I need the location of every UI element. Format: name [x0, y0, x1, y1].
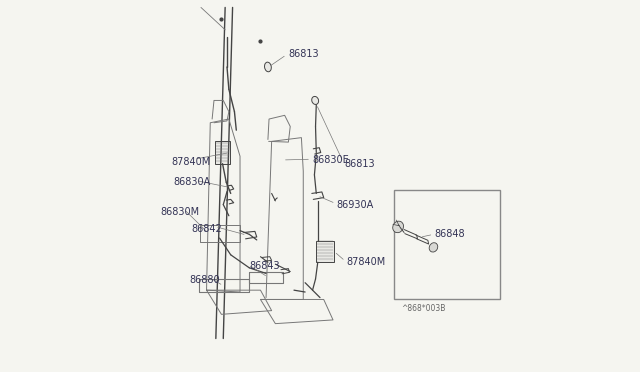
Text: 87840M: 87840M: [172, 157, 211, 167]
Ellipse shape: [393, 221, 404, 233]
Text: 86830A: 86830A: [173, 177, 211, 187]
Text: 86880: 86880: [189, 275, 220, 285]
Text: 86830E: 86830E: [312, 155, 349, 165]
Text: 86848: 86848: [435, 230, 465, 239]
Ellipse shape: [312, 96, 319, 105]
Text: 86843: 86843: [250, 261, 280, 271]
Text: 86930A: 86930A: [337, 200, 374, 209]
Ellipse shape: [429, 243, 438, 252]
Text: 86830M: 86830M: [160, 207, 199, 217]
Bar: [394, 190, 500, 299]
FancyBboxPatch shape: [316, 241, 334, 262]
Text: 86813: 86813: [344, 159, 375, 169]
Text: 86813: 86813: [289, 49, 319, 59]
Ellipse shape: [264, 62, 271, 72]
Text: ^868*003B: ^868*003B: [401, 304, 445, 313]
Text: 86842: 86842: [191, 224, 223, 234]
FancyBboxPatch shape: [215, 141, 230, 164]
Text: 87840M: 87840M: [346, 257, 385, 267]
